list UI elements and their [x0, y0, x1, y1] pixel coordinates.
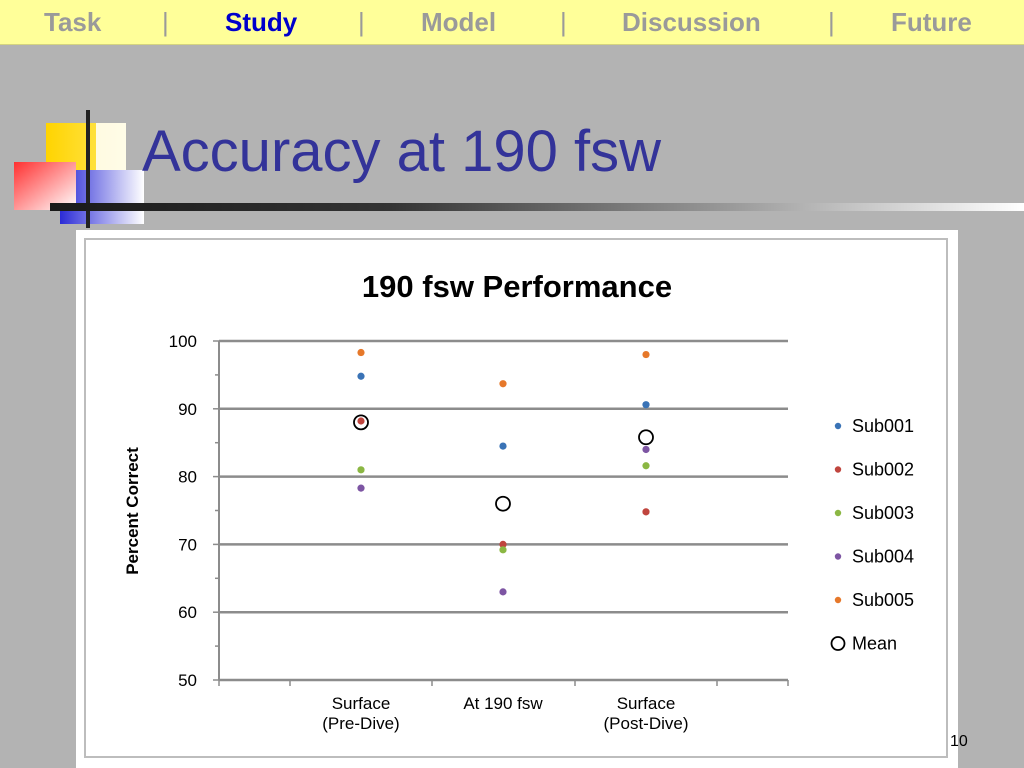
data-point-sub003 — [642, 462, 650, 470]
x-tick-label: Surface — [332, 694, 391, 713]
data-point-sub005 — [357, 348, 365, 357]
x-tick-label: (Post-Dive) — [603, 714, 688, 733]
data-point-sub002 — [499, 540, 507, 548]
data-point-mean — [353, 414, 369, 431]
data-point-sub001 — [357, 372, 365, 380]
y-tick-label: 80 — [178, 468, 197, 487]
legend-marker — [834, 422, 842, 430]
nav-item-future[interactable]: Future — [891, 7, 972, 37]
legend-label: Mean — [852, 634, 897, 654]
data-point-sub005 — [499, 380, 507, 388]
legend-marker — [834, 596, 842, 604]
nav-separator: | — [560, 7, 567, 37]
nav-separator: | — [828, 7, 835, 37]
data-point-sub004 — [642, 445, 650, 454]
legend-label: Sub002 — [852, 460, 914, 480]
y-tick-label: 100 — [169, 332, 197, 351]
legend-marker — [834, 553, 842, 560]
legend-label: Sub001 — [852, 416, 914, 436]
scatter-chart: 190 fsw Performance5060708090100Surface(… — [123, 269, 914, 733]
legend-label: Sub003 — [852, 503, 914, 523]
data-point-sub005 — [642, 350, 650, 359]
x-tick-label: At 190 fsw — [463, 694, 543, 713]
legend-marker — [830, 636, 846, 651]
nav-separator: | — [358, 7, 365, 37]
page-number: 10 — [950, 733, 968, 750]
nav-item-study[interactable]: Study — [225, 7, 298, 37]
legend-marker — [834, 509, 842, 517]
x-tick-label: (Pre-Dive) — [322, 714, 399, 733]
data-point-sub003 — [357, 466, 365, 474]
chart-title: 190 fsw Performance — [362, 269, 672, 304]
data-point-sub002 — [357, 417, 365, 425]
x-tick-label: Surface — [617, 694, 676, 713]
nav-separator: | — [162, 7, 169, 37]
nav-item-discussion[interactable]: Discussion — [622, 7, 761, 37]
data-point-sub002 — [642, 508, 650, 516]
y-tick-label: 90 — [178, 400, 197, 419]
chart-figure: 190 fsw Performance 50 60 70 80 90 100 Surface(… — [76, 230, 958, 768]
slide-title: Accuracy at 190 fsw — [142, 119, 661, 184]
data-point-sub004 — [357, 484, 365, 492]
y-tick-label: 50 — [178, 671, 197, 690]
y-tick-label: 70 — [178, 535, 197, 554]
data-point-sub003 — [499, 546, 507, 554]
legend-marker — [834, 466, 842, 473]
nav-item-model[interactable]: Model — [421, 7, 497, 37]
data-point-sub004 — [499, 588, 507, 596]
decorative-squares-logo — [14, 110, 144, 228]
navigation-bar: Task | Study | Model | Discussion | Futu… — [0, 0, 1024, 45]
legend-label: Sub005 — [852, 590, 914, 610]
chart-frame — [84, 238, 948, 758]
y-tick-label: 60 — [178, 603, 197, 622]
data-point-mean — [495, 495, 511, 512]
data-point-mean — [638, 429, 654, 446]
nav-item-task[interactable]: Task — [44, 7, 102, 37]
y-axis-label: Percent Correct — [123, 447, 142, 575]
data-point-sub001 — [499, 442, 507, 450]
title-underline — [50, 203, 1024, 211]
data-point-sub001 — [642, 401, 650, 409]
legend-label: Sub004 — [852, 547, 914, 567]
